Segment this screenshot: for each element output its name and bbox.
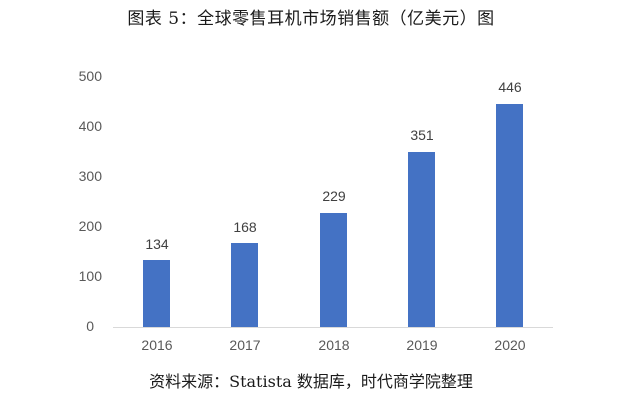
x-axis-line bbox=[113, 327, 553, 328]
bar-2016 bbox=[143, 260, 170, 327]
y-tick: 400 bbox=[78, 118, 102, 134]
data-label: 446 bbox=[498, 79, 522, 95]
data-label: 168 bbox=[233, 219, 257, 235]
chart-title: 图表 5：全球零售耳机市场销售额（亿美元）图 bbox=[127, 9, 495, 29]
source-note: 资料来源：Statista 数据库，时代商学院整理 bbox=[149, 372, 473, 391]
data-label: 134 bbox=[145, 236, 169, 252]
y-tick: 500 bbox=[78, 68, 102, 84]
data-label: 229 bbox=[322, 188, 346, 204]
x-tick: 2019 bbox=[406, 337, 438, 353]
x-tick: 2017 bbox=[229, 337, 261, 353]
plot-area: 134 168 229 351 446 bbox=[113, 77, 553, 327]
y-tick: 300 bbox=[78, 168, 102, 184]
bar-2019 bbox=[408, 151, 435, 327]
x-tick: 2018 bbox=[318, 337, 350, 353]
bar-2017 bbox=[231, 243, 258, 327]
x-tick: 2016 bbox=[141, 337, 173, 353]
y-tick: 0 bbox=[86, 318, 94, 334]
data-label: 351 bbox=[410, 127, 434, 143]
bar-2020 bbox=[496, 104, 523, 327]
y-tick: 100 bbox=[78, 268, 102, 284]
x-tick: 2020 bbox=[494, 337, 526, 353]
y-tick: 200 bbox=[78, 218, 102, 234]
bar-2018 bbox=[320, 212, 347, 327]
